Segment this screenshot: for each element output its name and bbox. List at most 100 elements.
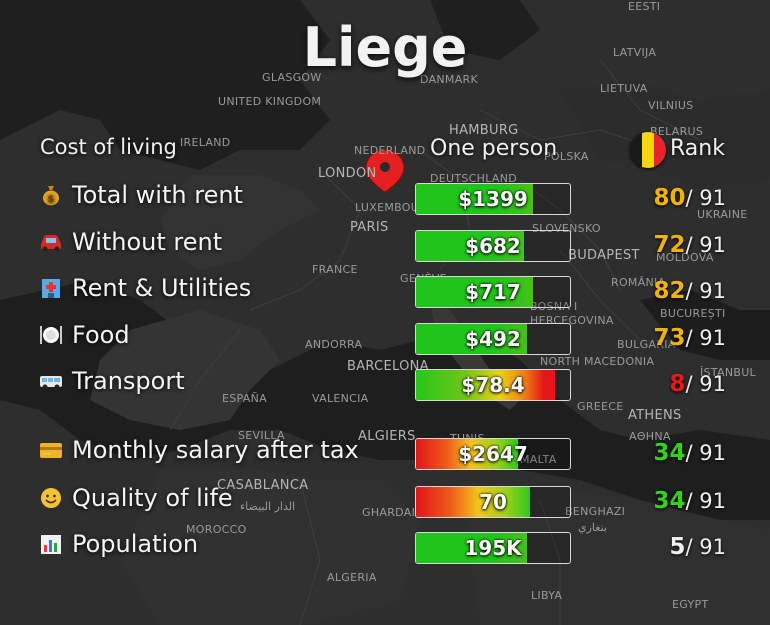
map-label: BARCELONA [347,359,429,374]
map-label: FRANCE [312,263,358,276]
rank-total: / 91 [685,441,726,465]
map-label: HAMBURG [449,123,519,138]
car-icon [38,229,64,255]
map-label: بنغازي [578,521,607,534]
value-bar: 195K [415,532,571,564]
map-label: الدار البيضاء [240,500,296,513]
row-label: Population [38,530,198,558]
value-bar: $682 [415,230,571,262]
hotel-icon [38,275,64,301]
map-label: PARIS [350,220,389,235]
value-bar-fill [416,277,534,307]
map-label: UKRAINE [697,208,748,221]
map-label: BUCUREȘTI [660,307,726,320]
rank-number: 8 [669,371,686,397]
map-label: NORTH MACEDONIA [540,355,655,368]
map-label: POLSKA [544,150,589,163]
one-person-header: One person [430,136,558,161]
value-bar-fill [416,533,527,563]
map-label: VALENCIA [312,392,369,405]
value-bar-fill [416,231,524,261]
value-text: 195K [464,536,522,560]
value-text: $78.4 [461,373,525,397]
value-bar-fill [416,184,534,214]
map-label: BELARUS [650,125,704,138]
svg-text:$: $ [48,194,55,205]
row-label: Without rent [38,228,222,256]
map-label: CASABLANCA [217,478,309,493]
map-label: MOLDOVA [656,251,714,264]
map-label: LATVIJA [613,46,657,59]
map-label: ANDORRA [305,338,363,351]
row-label: Food [38,321,130,349]
value-bar: $717 [415,276,571,308]
map-label: LIETUVA [600,82,648,95]
rank-total: / 91 [685,279,726,303]
map-label: UNITED KINGDOM [218,95,322,108]
row-label: Monthly salary after tax [38,436,359,464]
rank-cell: 80/ 91 [636,185,727,211]
value-bar: $78.4 [415,369,571,401]
rank-number: 72 [653,232,686,258]
rank-cell: 5/ 91 [636,534,727,560]
value-text: $682 [465,234,521,258]
value-bar: 70 [415,486,571,518]
rank-number: 34 [653,488,686,514]
row-label-text: Monthly salary after tax [72,436,359,464]
map-label: ROMÂNIA [611,276,666,289]
map-label: ALGERIA [327,571,377,584]
rank-total: / 91 [685,372,726,396]
belgium-flag-icon [630,132,666,168]
rank-cell: 73/ 91 [636,325,727,351]
map-label: ΑΘΗΝΑ [629,430,671,443]
map-label: ALGIERS [358,429,416,444]
map-label: ATHENS [628,408,682,423]
value-text: 70 [479,490,507,514]
rank-number: 5 [669,534,686,560]
row-label-text: Food [72,321,130,349]
row-label-text: Quality of life [72,484,233,512]
map-label: IRELAND [180,136,231,149]
row-label: $ Total with rent [38,181,243,209]
rank-total: / 91 [685,233,726,257]
map-label: LIBYA [531,589,563,602]
map-label: BULGARIA [617,338,676,351]
money-bag-icon: $ [38,182,64,208]
row-label: Transport [38,367,185,395]
map-label: ESPAÑA [222,392,267,405]
map-label: MALTA [520,453,557,466]
rank-total: / 91 [685,489,726,513]
rank-cell: 82/ 91 [636,278,727,304]
map-label: BENGHAZI [565,505,626,518]
city-title: Liege [302,16,468,79]
map-label: BUDAPEST [568,248,640,263]
map-label: GHARDAIA [362,506,423,519]
credit-card-icon [38,437,64,463]
value-bar-fill [416,324,527,354]
fork-plate-icon [38,322,64,348]
value-text: $717 [465,280,521,304]
rank-cell: 34/ 91 [636,440,727,466]
map-label: SEVILLA [238,429,285,442]
row-label-text: Total with rent [72,181,243,209]
map-label: DEUTSCHLAND [430,172,518,185]
rank-number: 73 [653,325,686,351]
smiley-icon [38,485,64,511]
cost-of-living-header: Cost of living [40,135,177,159]
rank-cell: 8/ 91 [636,371,727,397]
row-label-text: Population [72,530,199,558]
rank-cell: 72/ 91 [636,232,727,258]
map-label: İSTANBUL [700,366,756,379]
location-pin-icon [365,149,405,193]
rank-number: 34 [653,440,686,466]
rank-cell: 34/ 91 [636,488,727,514]
map-label: SLOVENSKO [532,222,601,235]
row-label-text: Transport [72,367,185,395]
minibus-icon [38,368,64,394]
map-label: GLASGOW [262,71,322,84]
rank-header: Rank [670,136,725,161]
rank-total: / 91 [685,326,726,350]
value-text: $2647 [458,442,528,466]
